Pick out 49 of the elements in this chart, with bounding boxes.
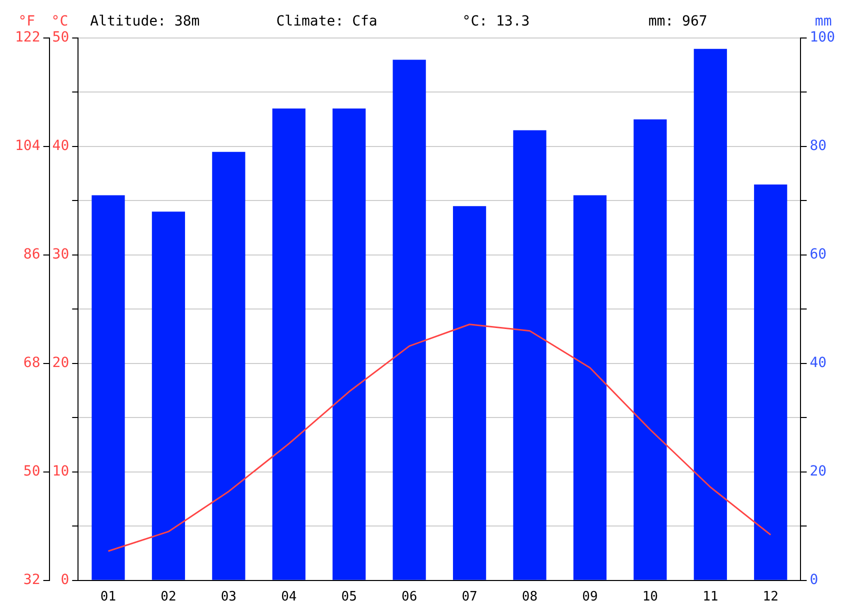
bar <box>634 119 667 580</box>
y2-tick-label: 80 <box>810 138 827 154</box>
x-tick-label: 06 <box>401 590 418 605</box>
x-tick-label: 02 <box>160 590 176 605</box>
x-tick-label: 09 <box>582 590 598 605</box>
bar <box>754 184 788 580</box>
x-tick-label: 11 <box>702 590 718 605</box>
x-tick-label: 01 <box>100 590 116 605</box>
y3-axis-title: °F <box>18 14 36 30</box>
bar <box>513 130 546 580</box>
y3-tick-label: 104 <box>14 138 40 154</box>
y2-tick-label: 40 <box>810 355 827 372</box>
y-tick-label: 0 <box>60 572 70 588</box>
y2-tick-label: 100 <box>810 30 836 46</box>
text: mm: 967 <box>648 14 708 30</box>
y-tick-label: 40 <box>52 138 70 154</box>
y-tick-label: 20 <box>52 355 70 372</box>
x-tick-label: 03 <box>220 590 237 605</box>
y-tick-label: 10 <box>52 464 70 480</box>
y3-tick-label: 122 <box>14 30 40 46</box>
y2-tick-label: 60 <box>810 246 827 263</box>
bar <box>573 195 607 580</box>
bar <box>272 108 306 580</box>
x-tick-label: 04 <box>281 590 297 605</box>
bar <box>392 60 426 580</box>
y2-axis-title: mm <box>814 14 832 30</box>
x-tick-label: 07 <box>462 590 478 605</box>
bar <box>212 152 246 580</box>
y-tick-label: 50 <box>52 30 70 46</box>
text: Climate: Cfa <box>276 14 378 30</box>
x-tick-label: 12 <box>762 590 778 605</box>
text: °C: 13.3 <box>462 14 530 30</box>
x-tick-label: 05 <box>341 590 357 605</box>
bar <box>452 206 486 580</box>
y3-tick-label: 68 <box>23 355 40 372</box>
bar <box>332 108 366 580</box>
y3-tick-label: 32 <box>23 572 40 588</box>
bar <box>92 195 125 580</box>
y3-tick-label: 86 <box>23 246 40 263</box>
y-tick-label: 30 <box>52 246 70 263</box>
y2-tick-label: 0 <box>810 572 818 588</box>
bar <box>694 48 727 580</box>
text: Altitude: 38m <box>90 14 200 30</box>
y-axis-title: °C <box>51 14 68 30</box>
x-tick-label: 10 <box>642 590 658 605</box>
bar <box>152 212 186 580</box>
x-tick-label: 08 <box>522 590 538 605</box>
y2-tick-label: 20 <box>810 464 827 480</box>
y3-tick-label: 50 <box>23 464 40 480</box>
